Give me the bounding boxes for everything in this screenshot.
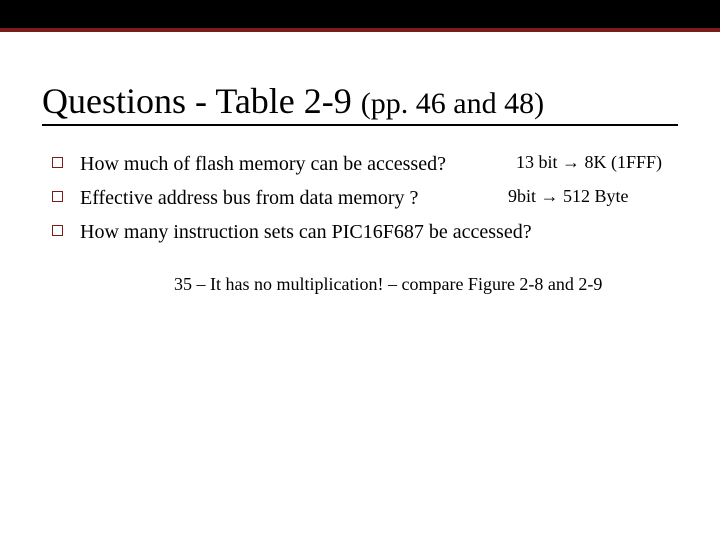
bullet-square-icon <box>52 157 63 168</box>
answer-text: 9bit → 512 Byte <box>508 182 629 211</box>
bullet-square-icon <box>52 191 63 202</box>
question-text: Effective address bus from data memory ? <box>80 187 418 209</box>
title-main: Questions - Table 2-9 <box>42 81 361 121</box>
top-bar <box>0 0 720 32</box>
bullet-square-icon <box>52 225 63 236</box>
answer-text: 13 bit → 8K (1FFF) <box>516 148 662 177</box>
question-text: How many instruction sets can PIC16F687 … <box>80 221 532 243</box>
question-list: How much of flash memory can be accessed… <box>42 148 678 248</box>
list-item: Effective address bus from data memory ?… <box>46 182 678 214</box>
title-sub: (pp. 46 and 48) <box>361 87 544 120</box>
question-text: How much of flash memory can be accessed… <box>80 153 446 175</box>
list-item: How much of flash memory can be accessed… <box>46 148 678 180</box>
list-item: How many instruction sets can PIC16F687 … <box>46 216 678 248</box>
slide-content: Questions - Table 2-9 (pp. 46 and 48) Ho… <box>0 32 720 295</box>
page-title: Questions - Table 2-9 (pp. 46 and 48) <box>42 80 678 126</box>
footnote-text: 35 – It has no multiplication! – compare… <box>42 274 678 295</box>
